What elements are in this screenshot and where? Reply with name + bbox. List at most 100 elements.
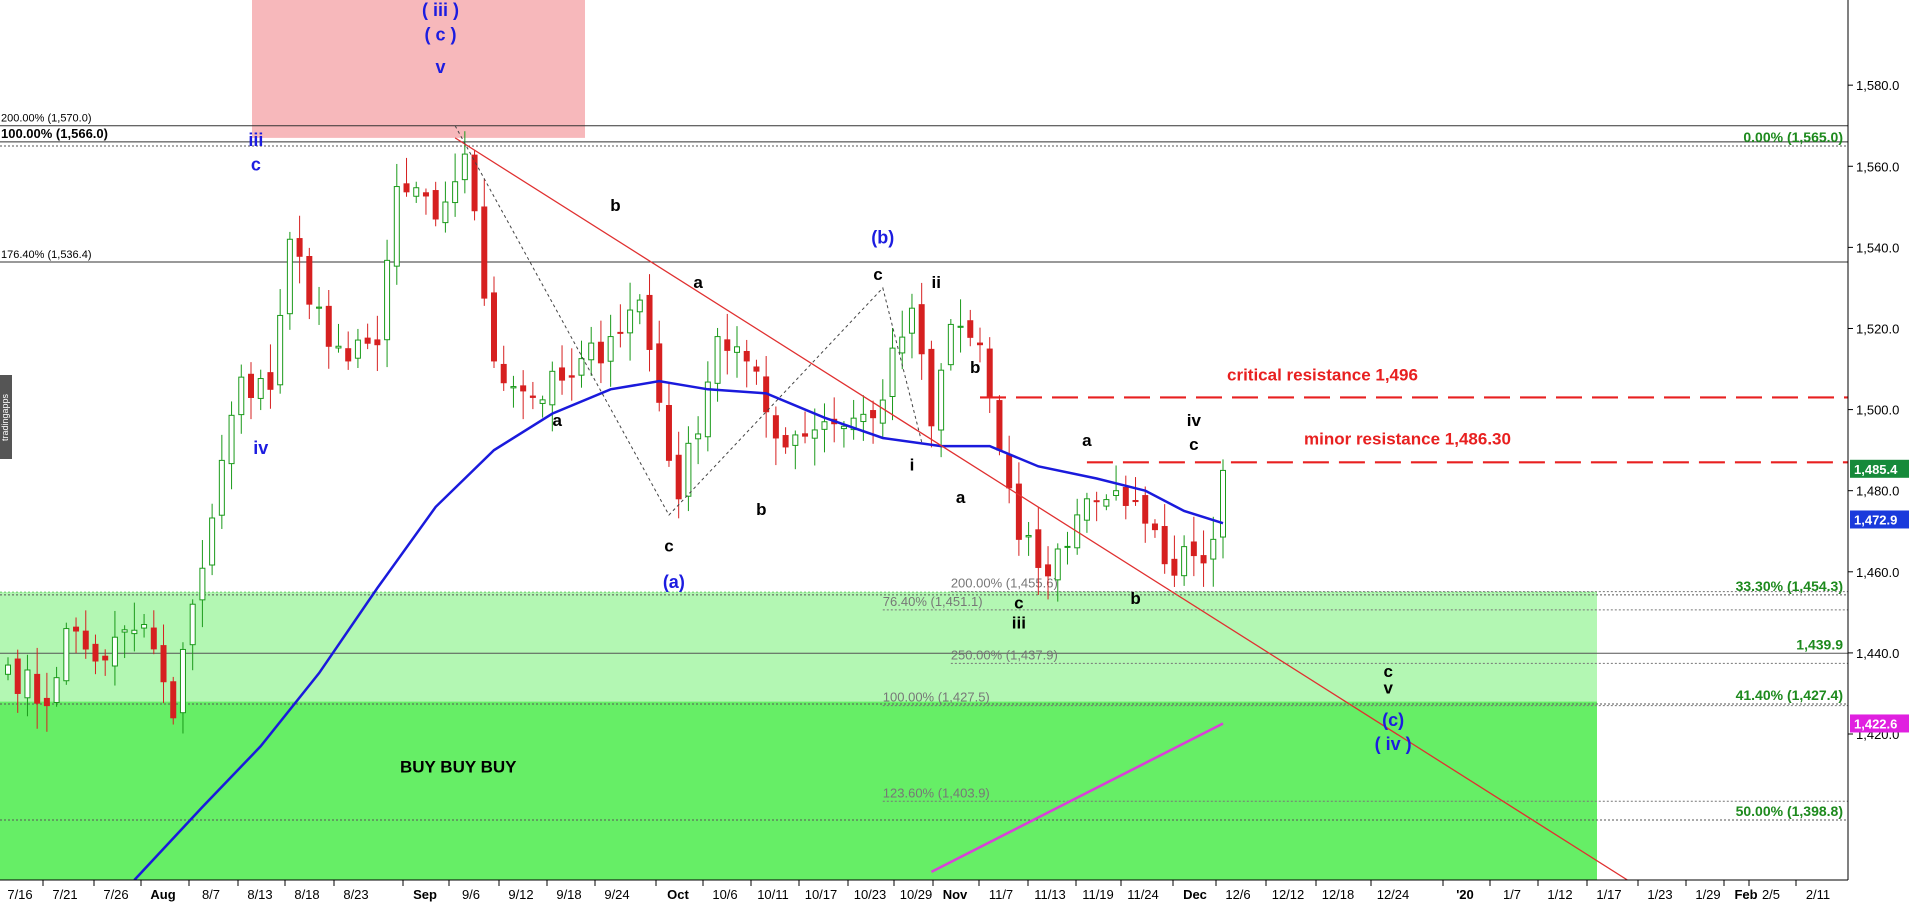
- candle-body: [1103, 499, 1110, 507]
- candle-body: [374, 339, 381, 346]
- candle-body: [102, 655, 109, 661]
- candle-body: [384, 259, 391, 341]
- candle-body: [636, 299, 643, 313]
- candle-body: [199, 567, 206, 601]
- y-tick-label: 1,520.0: [1856, 321, 1899, 336]
- candle-body: [617, 331, 624, 334]
- candle-body: [218, 459, 225, 516]
- candle-body: [160, 645, 167, 683]
- candle-body: [325, 305, 332, 347]
- wave-label: iii: [248, 130, 263, 150]
- y-tick-label: 1,540.0: [1856, 240, 1899, 255]
- candle-body: [461, 153, 468, 181]
- candle-body: [1113, 490, 1120, 496]
- candle-body: [403, 183, 410, 193]
- candle-body: [1025, 534, 1032, 538]
- candle-body: [1122, 486, 1129, 506]
- candle-body: [520, 385, 527, 392]
- level-label: 41.40% (1,427.4): [1736, 687, 1843, 703]
- price-badge-label: 1,472.9: [1854, 512, 1897, 527]
- candle-body: [73, 626, 80, 632]
- wave-label: c: [1014, 593, 1023, 612]
- wave-label: v: [1384, 678, 1394, 697]
- resistance-zone: [252, 0, 585, 138]
- candle-body: [491, 292, 497, 362]
- candle-body: [335, 345, 342, 349]
- candle-body: [316, 306, 323, 309]
- candle-body: [792, 434, 799, 446]
- candle-body: [685, 442, 692, 497]
- candle-body: [228, 414, 235, 465]
- wave-label: b: [970, 358, 980, 377]
- candle-body: [1220, 469, 1226, 538]
- candle-body: [354, 339, 361, 359]
- wave-label: b: [1130, 589, 1140, 608]
- wave-label: c: [1384, 662, 1393, 681]
- fib-label: 76.40% (1,451.1): [883, 594, 983, 609]
- x-tick-label: 2/11: [1806, 887, 1830, 902]
- candle-body: [1181, 546, 1188, 577]
- candle-body: [811, 429, 818, 439]
- buy-zone-label: BUY BUY BUY: [400, 757, 517, 776]
- side-tab[interactable]: tradingapps: [0, 375, 12, 459]
- candle-body: [14, 658, 21, 694]
- x-tick-label: 11/19: [1082, 887, 1114, 902]
- wave-label: a: [956, 488, 966, 507]
- candle-body: [306, 256, 313, 305]
- y-tick-label: 1,500.0: [1856, 403, 1899, 418]
- candle-body: [141, 624, 148, 629]
- candle-body: [393, 186, 400, 267]
- x-tick-label: 10/29: [900, 887, 933, 902]
- candle-body: [1054, 548, 1061, 581]
- candle-body: [753, 366, 760, 372]
- x-tick-label: 9/12: [508, 887, 533, 902]
- x-tick-label: 1/29: [1695, 887, 1720, 902]
- candle-body: [928, 348, 935, 427]
- x-tick-label: Dec: [1183, 887, 1207, 902]
- candle-body: [724, 339, 731, 351]
- candle-body: [1093, 500, 1100, 503]
- resistance-label: minor resistance 1,486.30: [1304, 429, 1511, 448]
- wave-label: a: [552, 411, 562, 430]
- y-tick-label: 1,440.0: [1856, 646, 1899, 661]
- candle-body: [860, 413, 867, 423]
- candle-body: [714, 336, 721, 384]
- candle-body: [1210, 538, 1217, 560]
- wave-label: (a): [663, 572, 685, 592]
- fib-label: 123.60% (1,403.9): [883, 785, 990, 800]
- candle-body: [588, 342, 595, 361]
- candle-body: [656, 343, 663, 403]
- candle-body: [121, 629, 128, 633]
- candle-body: [1083, 498, 1090, 521]
- level-label: 33.30% (1,454.3): [1736, 578, 1843, 594]
- candle-body: [675, 454, 682, 500]
- candle-body: [1190, 541, 1197, 557]
- candle-body: [170, 681, 177, 719]
- candle-body: [996, 400, 1003, 451]
- y-tick-label: 1,560.0: [1856, 159, 1899, 174]
- candle-body: [918, 304, 925, 355]
- candle-body: [646, 294, 653, 350]
- fib-label: 100.00% (1,427.5): [883, 690, 990, 705]
- candle-body: [510, 386, 517, 389]
- candle-body: [578, 358, 585, 376]
- candle-body: [452, 181, 459, 204]
- x-tick-label: 10/17: [805, 887, 838, 902]
- candle-body: [413, 187, 420, 197]
- candle-body: [938, 369, 945, 431]
- candle-body: [481, 206, 488, 299]
- x-tick-label: 1/7: [1503, 887, 1521, 902]
- candle-body: [549, 370, 556, 406]
- x-tick-label: 11/7: [989, 887, 1013, 902]
- candles: [5, 131, 1226, 734]
- candle-body: [821, 421, 828, 430]
- candle-body: [131, 629, 138, 635]
- candle-body: [1064, 545, 1071, 548]
- candle-body: [1142, 495, 1149, 524]
- candle-body: [665, 404, 672, 461]
- candle-body: [92, 643, 99, 662]
- candle-body: [802, 433, 809, 437]
- candle-body: [442, 201, 449, 224]
- candle-body: [1132, 500, 1139, 503]
